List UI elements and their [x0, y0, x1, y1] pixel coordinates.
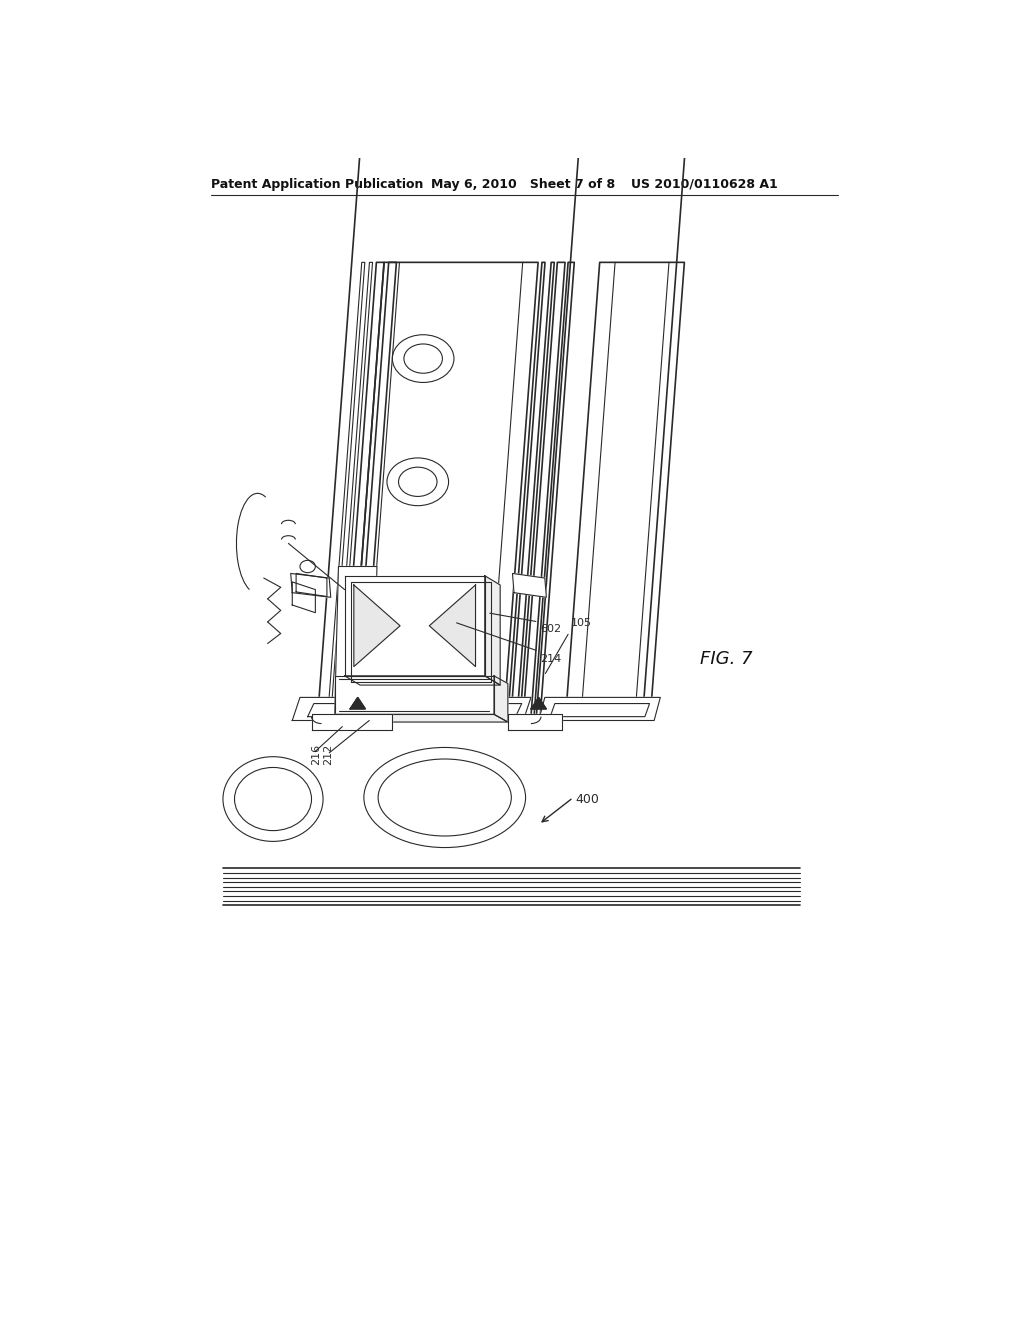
Polygon shape [350, 697, 366, 709]
Polygon shape [342, 263, 384, 717]
Polygon shape [335, 566, 377, 717]
Text: Patent Application Publication: Patent Application Publication [211, 178, 424, 190]
Text: 602: 602 [541, 624, 561, 634]
Polygon shape [429, 585, 475, 667]
Polygon shape [328, 263, 365, 717]
Polygon shape [296, 573, 327, 597]
Polygon shape [531, 697, 547, 709]
Polygon shape [307, 704, 521, 717]
Polygon shape [484, 576, 500, 685]
Polygon shape [350, 263, 538, 717]
Bar [223, 305, 739, 1059]
Polygon shape [291, 573, 331, 598]
Polygon shape [292, 582, 315, 612]
Text: 400: 400 [575, 792, 599, 805]
Polygon shape [539, 697, 660, 721]
Polygon shape [336, 263, 373, 717]
Polygon shape [354, 585, 400, 667]
Polygon shape [345, 576, 484, 676]
Polygon shape [512, 573, 547, 598]
Text: May 6, 2010   Sheet 7 of 8: May 6, 2010 Sheet 7 of 8 [431, 178, 615, 190]
Polygon shape [535, 263, 574, 717]
Polygon shape [565, 263, 684, 717]
Polygon shape [508, 263, 545, 717]
Polygon shape [523, 263, 565, 717]
Text: FIG. 7: FIG. 7 [700, 649, 753, 668]
Polygon shape [345, 676, 500, 685]
Text: 216: 216 [311, 743, 322, 766]
Polygon shape [550, 704, 649, 717]
Text: 105: 105 [571, 618, 592, 628]
Polygon shape [494, 676, 508, 722]
Polygon shape [335, 676, 494, 714]
Text: 212: 212 [323, 743, 333, 766]
Polygon shape [517, 263, 554, 717]
Polygon shape [508, 714, 562, 730]
Polygon shape [354, 263, 396, 717]
Polygon shape [292, 697, 531, 721]
Text: 214: 214 [541, 653, 561, 664]
Polygon shape [311, 714, 392, 730]
Polygon shape [335, 714, 508, 722]
Text: US 2010/0110628 A1: US 2010/0110628 A1 [631, 178, 778, 190]
